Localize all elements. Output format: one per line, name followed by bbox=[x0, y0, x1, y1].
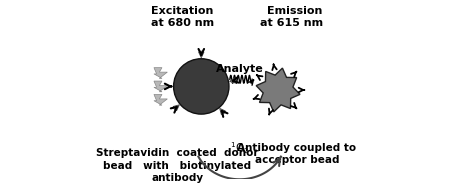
Polygon shape bbox=[154, 95, 167, 105]
Polygon shape bbox=[229, 78, 236, 83]
Polygon shape bbox=[173, 105, 179, 110]
Text: Excitation
at 680 nm: Excitation at 680 nm bbox=[151, 6, 214, 28]
Polygon shape bbox=[256, 68, 300, 112]
Circle shape bbox=[173, 59, 229, 114]
Polygon shape bbox=[199, 51, 204, 58]
Text: Antibody coupled to: Antibody coupled to bbox=[237, 143, 356, 153]
Polygon shape bbox=[154, 81, 167, 92]
Polygon shape bbox=[220, 108, 225, 114]
Polygon shape bbox=[154, 68, 167, 78]
Text: Emission
at 615 nm: Emission at 615 nm bbox=[260, 6, 323, 28]
Text: antibody: antibody bbox=[151, 173, 203, 183]
Text: Analyte: Analyte bbox=[216, 64, 264, 74]
Text: acceptor bead: acceptor bead bbox=[255, 155, 339, 165]
Text: bead   with   biotinylated: bead with biotinylated bbox=[103, 161, 251, 171]
Text: Streptavidin  coated  donor: Streptavidin coated donor bbox=[96, 148, 258, 158]
Text: $^1$O$_2$: $^1$O$_2$ bbox=[230, 140, 249, 156]
